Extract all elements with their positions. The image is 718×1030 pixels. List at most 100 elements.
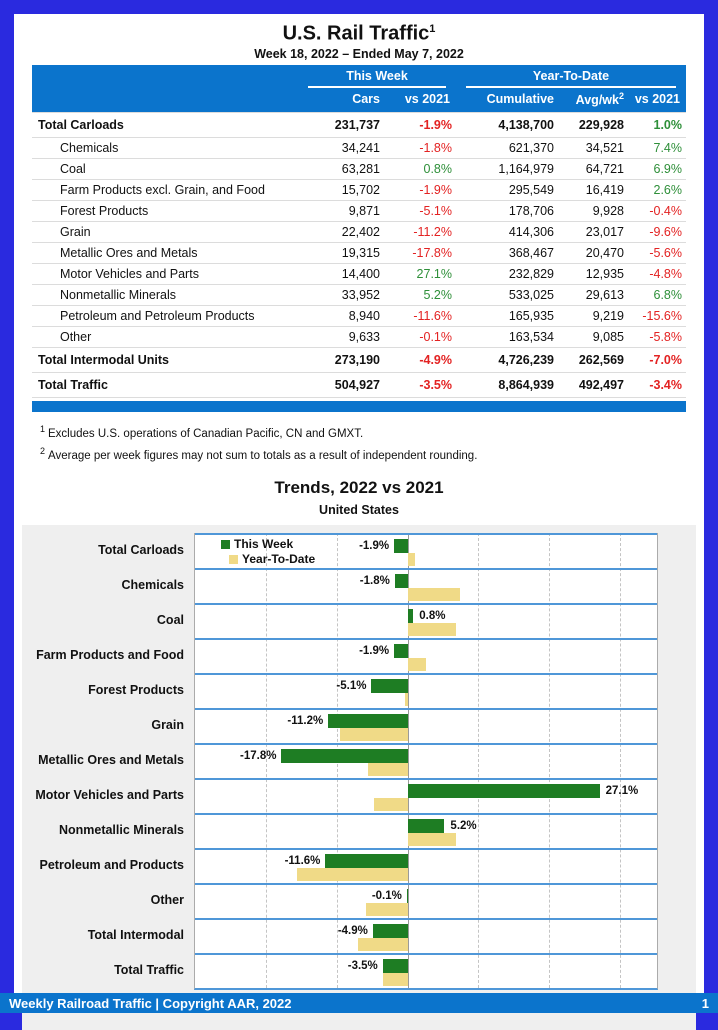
- chart-band: 0.8%: [195, 603, 657, 638]
- bar-value-label: -3.5%: [347, 960, 378, 973]
- ytd-vs2021-value: 6.9%: [630, 157, 686, 180]
- avg-week-value: 492,497: [560, 371, 630, 398]
- bar-year-to-date: [404, 693, 408, 707]
- week-vs2021-value: 27.1%: [385, 262, 456, 285]
- avg-week-value: 9,085: [560, 325, 630, 348]
- ytd-vs2021-value: -5.8%: [630, 325, 686, 348]
- row-label: Farm Products excl. Grain, and Food: [31, 178, 298, 201]
- chart-category-label: Motor Vehicles and Parts: [35, 788, 184, 803]
- bar-year-to-date: [407, 833, 456, 847]
- bar-year-to-date: [366, 903, 408, 917]
- week-vs2021-value: -1.9%: [385, 111, 456, 138]
- chart-band: -11.2%: [195, 708, 657, 743]
- ytd-vs2021-value: -5.6%: [630, 241, 686, 264]
- footnote-1-marker: 1: [40, 423, 46, 434]
- avg-week-value: 29,613: [560, 283, 630, 306]
- footnote-2: 2 Average per week figures may not sum to…: [40, 443, 704, 465]
- cumulative-value: 8,864,939: [456, 371, 560, 398]
- row-label: Metallic Ores and Metals: [31, 241, 298, 264]
- chart-category-label: Farm Products and Food: [36, 648, 184, 663]
- row-label: Motor Vehicles and Parts: [31, 262, 298, 285]
- table-row: Petroleum and Petroleum Products 8,940 -11…: [31, 304, 686, 327]
- cars-value: 22,402: [297, 220, 386, 243]
- ytd-vs2021-value: 7.4%: [630, 136, 686, 159]
- avg-week-value: 9,219: [560, 304, 630, 327]
- row-label: Chemicals: [31, 136, 298, 159]
- ytd-vs2021-value: 6.8%: [630, 283, 686, 306]
- cumulative-value: 163,534: [456, 325, 560, 348]
- cars-value: 63,281: [297, 157, 386, 180]
- table-row: Other 9,633 -0.1% 163,534 9,085 -5.8%: [31, 325, 686, 348]
- footnote-2-marker: 2: [40, 445, 46, 456]
- row-label: Nonmetallic Minerals: [31, 283, 298, 306]
- rail-traffic-table: This Week Year-To-Date Cars vs 2021 Cumu…: [31, 64, 686, 398]
- chart-band: -0.1%: [195, 883, 657, 918]
- table-row: Nonmetallic Minerals 33,952 5.2% 533,025 29,…: [31, 283, 686, 306]
- bar-year-to-date: [297, 868, 408, 882]
- report-body: U.S. Rail Traffic1 Week 18, 2022 – Ended…: [14, 14, 704, 1030]
- ytd-vs2021-value: -7.0%: [630, 346, 686, 373]
- chart-plot-area: -1.9% This Week Year-To-Date -1.8% 0.8% -1.9%…: [194, 533, 658, 991]
- cumulative-value: 4,138,700: [456, 111, 560, 138]
- week-vs2021-value: -4.9%: [385, 346, 456, 373]
- footer-page-number: 1: [701, 995, 709, 1011]
- avg-week-value: 34,521: [560, 136, 630, 159]
- legend-swatch-icon: [229, 555, 238, 565]
- column-header-week-vs2021: vs 2021: [385, 87, 456, 113]
- bar-this-week: [407, 609, 414, 624]
- bar-year-to-date: [407, 588, 460, 602]
- ytd-vs2021-value: 2.6%: [630, 178, 686, 201]
- chart-category-label: Total Traffic: [114, 963, 184, 978]
- row-label: Total Carloads: [31, 111, 298, 138]
- chart-category-labels: Total Carloads Chemicals Coal Farm Products…: [22, 533, 194, 990]
- bar-value-label: -1.9%: [359, 540, 390, 553]
- week-vs2021-value: -1.9%: [385, 178, 456, 201]
- table-row: Total Intermodal Units 273,190 -4.9% 4,726,…: [31, 346, 686, 373]
- column-header-ytd-vs2021: vs 2021: [630, 87, 686, 113]
- bar-this-week: [394, 644, 408, 659]
- table-row: Grain 22,402 -11.2% 414,306 23,017 -9.6%: [31, 220, 686, 243]
- chart-band: -1.9% This Week Year-To-Date: [195, 533, 657, 568]
- table-row: Chemicals 34,241 -1.8% 621,370 34,521 7.4%: [31, 136, 686, 159]
- bar-year-to-date: [407, 623, 457, 637]
- bar-value-label: 27.1%: [605, 785, 639, 798]
- chart-subtitle: United States: [319, 503, 399, 518]
- week-vs2021-value: -5.1%: [385, 199, 456, 222]
- bar-value-label: -11.2%: [287, 715, 324, 728]
- bar-value-label: -4.9%: [337, 925, 368, 938]
- chart-category-label: Coal: [156, 613, 184, 628]
- row-label: Total Traffic: [31, 371, 298, 398]
- bar-year-to-date: [373, 798, 408, 812]
- table-row: Total Traffic 504,927 -3.5% 8,864,939 492,49…: [31, 371, 686, 398]
- week-vs2021-value: -0.1%: [385, 325, 456, 348]
- chart-category-label: Grain: [151, 718, 184, 733]
- cumulative-value: 1,164,979: [456, 157, 560, 180]
- avg-week-value: 64,721: [560, 157, 630, 180]
- cumulative-value: 178,706: [456, 199, 560, 222]
- group-header-ytd: Year-To-Date: [456, 64, 686, 88]
- gridline: [549, 533, 551, 989]
- footnote-1: 1 Excludes U.S. operations of Canadian Pa…: [40, 421, 704, 443]
- legend-label: This Week: [234, 537, 294, 552]
- chart-legend: This Week Year-To-Date: [221, 537, 315, 567]
- chart-title: Trends, 2022 vs 2021: [274, 478, 444, 498]
- column-header-avg-wk: Avg/wk2: [560, 87, 630, 113]
- cars-value: 504,927: [297, 371, 386, 398]
- chart-band: -1.9%: [195, 638, 657, 673]
- bar-year-to-date: [383, 973, 408, 987]
- row-label: Other: [31, 325, 298, 348]
- week-vs2021-value: -3.5%: [385, 371, 456, 398]
- chart-category-label: Chemicals: [121, 578, 184, 593]
- legend-swatch-icon: [221, 540, 230, 550]
- chart-band: 27.1%: [195, 778, 657, 813]
- footnote-2-text: Average per week figures may not sum to …: [48, 449, 478, 462]
- bar-value-label: -11.6%: [284, 855, 321, 868]
- legend-label: Year-To-Date: [242, 552, 316, 567]
- group-header-ytd-label: Year-To-Date: [466, 69, 676, 88]
- legend-item: This Week: [221, 537, 315, 552]
- avg-week-value: 12,935: [560, 262, 630, 285]
- bar-year-to-date: [339, 728, 408, 742]
- column-header-avg-wk-text: Avg/wk: [575, 92, 619, 107]
- cars-value: 273,190: [297, 346, 386, 373]
